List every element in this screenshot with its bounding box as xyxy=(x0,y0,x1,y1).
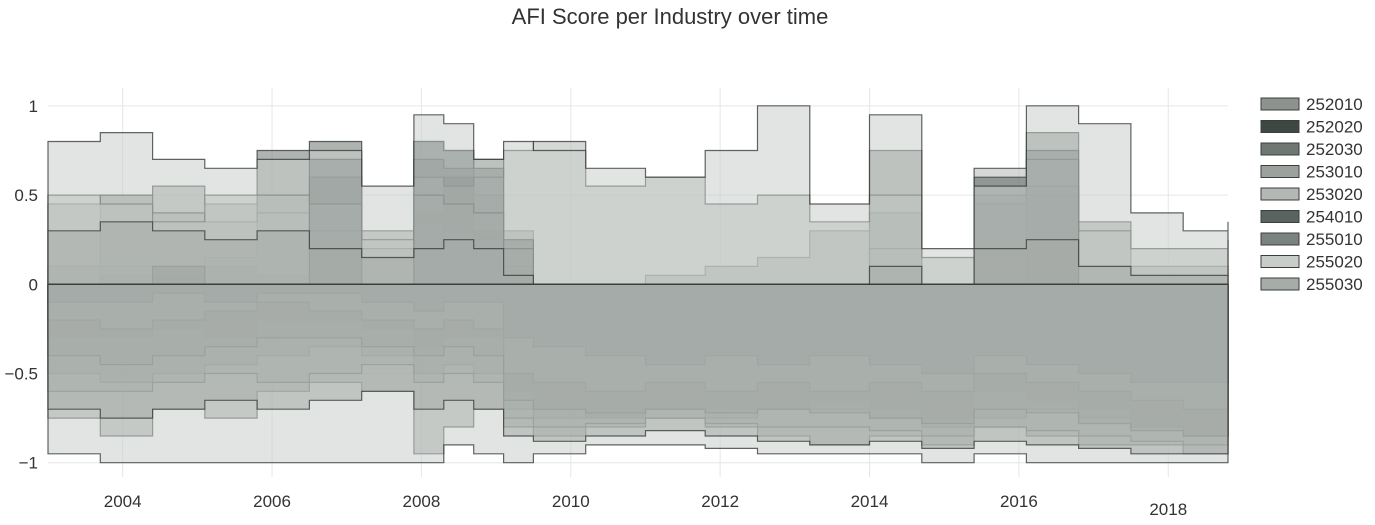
series-area-255030[interactable] xyxy=(47,221,1229,455)
x-tick-label: 2016 xyxy=(1000,492,1038,511)
y-tick-label: 0 xyxy=(29,275,38,294)
axes: 2004 2006 2008 2010 2012 2014 2016 2018 1 0.5 0 −0.… xyxy=(4,97,1228,519)
legend-item-255010[interactable]: 255010 xyxy=(1260,230,1363,249)
legend-label: 253010 xyxy=(1306,163,1363,182)
y-tick-label: −1 xyxy=(19,454,38,473)
legend-item-253020[interactable]: 253020 xyxy=(1260,185,1363,204)
legend-swatch xyxy=(1260,210,1300,223)
x-tick-label: 2008 xyxy=(403,492,441,511)
x-tick-label: 2004 xyxy=(104,492,142,511)
legend-label: 255010 xyxy=(1306,230,1363,249)
legend-item-255020[interactable]: 255020 xyxy=(1260,253,1363,272)
x-tick-label: 2012 xyxy=(701,492,739,511)
legend-label: 253020 xyxy=(1306,185,1363,204)
legend-swatch xyxy=(1260,277,1300,291)
legend-label: 252010 xyxy=(1306,95,1363,114)
legend-swatch xyxy=(1260,120,1300,133)
legend-swatch xyxy=(1260,255,1300,268)
legend-item-253010[interactable]: 253010 xyxy=(1260,163,1363,182)
legend-item-252010[interactable]: 252010 xyxy=(1260,95,1363,114)
legend-swatch xyxy=(1260,165,1300,178)
y-tick-label: 1 xyxy=(29,97,38,116)
legend-swatch xyxy=(1260,187,1300,201)
legend-item-255030[interactable]: 255030 xyxy=(1260,275,1363,294)
legend-label: 252020 xyxy=(1306,118,1363,137)
legend-label: 255030 xyxy=(1306,275,1363,294)
legend-label: 252030 xyxy=(1306,140,1363,159)
legend-label: 254010 xyxy=(1306,208,1363,227)
legend-swatch xyxy=(1260,142,1300,156)
y-tick-label: 0.5 xyxy=(14,186,38,205)
x-tick-label: 2018 xyxy=(1149,500,1187,519)
legend-swatch xyxy=(1260,97,1300,111)
y-tick-label: −0.5 xyxy=(4,365,38,384)
x-tick-label: 2006 xyxy=(253,492,291,511)
legend-swatch xyxy=(1260,232,1300,246)
legend-item-252030[interactable]: 252030 xyxy=(1260,140,1363,159)
chart-title: AFI Score per Industry over time xyxy=(512,4,829,29)
legend-item-254010[interactable]: 254010 xyxy=(1260,208,1363,227)
legend-item-252020[interactable]: 252020 xyxy=(1260,118,1363,137)
x-tick-label: 2010 xyxy=(552,492,590,511)
x-tick-label: 2014 xyxy=(851,492,889,511)
legend-label: 255020 xyxy=(1306,253,1363,272)
legend[interactable]: 252010 252020 252030 253010 253020 254010 2550… xyxy=(1260,95,1363,294)
